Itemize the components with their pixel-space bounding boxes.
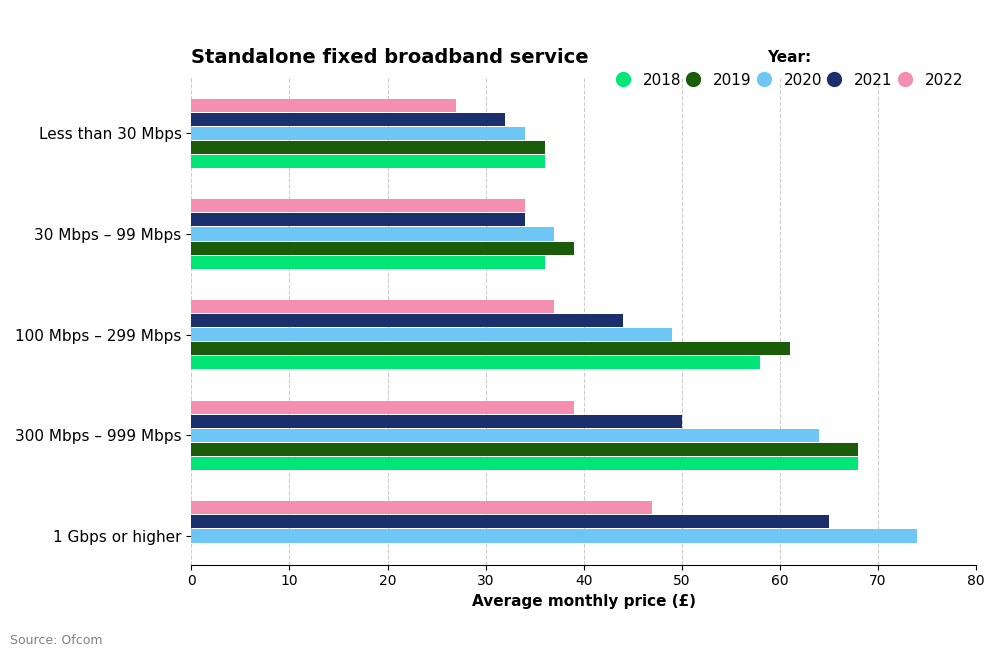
Text: Standalone fixed broadband service: Standalone fixed broadband service [191,47,589,66]
Bar [191,255,545,268]
Bar [191,443,858,456]
Bar [191,99,456,112]
Bar [191,328,672,341]
Bar [191,242,574,255]
Bar [191,127,525,140]
Text: Source: Ofcom: Source: Ofcom [10,634,103,647]
Bar [191,515,829,528]
Bar [191,314,623,327]
Bar [191,112,505,125]
X-axis label: Average monthly price (£): Average monthly price (£) [472,594,696,609]
Bar [191,415,682,428]
Bar [191,200,525,213]
Bar [191,457,858,470]
Bar [191,356,760,369]
Bar [191,342,790,356]
Legend: 2018, 2019, 2020, 2021, 2022: 2018, 2019, 2020, 2021, 2022 [615,50,963,88]
Bar [191,429,819,442]
Bar [191,227,554,240]
Bar [191,141,545,154]
Bar [191,300,554,313]
Bar [191,213,525,226]
Bar [191,400,574,413]
Bar [191,530,917,543]
Bar [191,155,545,168]
Bar [191,501,652,514]
